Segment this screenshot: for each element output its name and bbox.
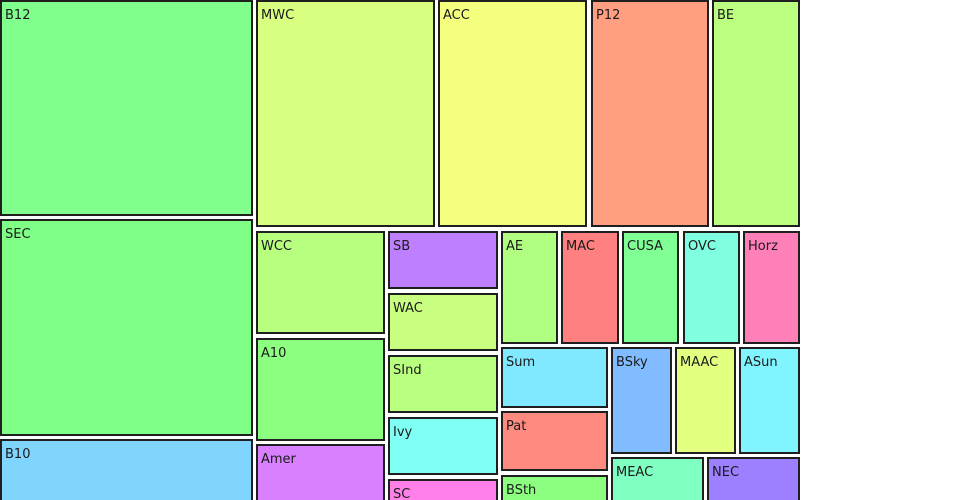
tile-rect-meac: [611, 457, 704, 500]
tile-rect-nec: [707, 457, 800, 500]
tile-label-b12: B12: [5, 8, 30, 23]
tile-rect-mwc: [256, 0, 435, 227]
tile-rect-sb: [388, 231, 498, 289]
tile-rect-ae: [501, 231, 558, 344]
tile-a10: A10: [256, 338, 385, 441]
tile-b12: B12: [0, 0, 253, 216]
tile-rect-b12: [0, 0, 253, 216]
tile-label-sind: SInd: [393, 363, 422, 378]
tile-rect-sc: [388, 479, 498, 500]
tile-label-ovc: OVC: [688, 239, 716, 254]
tile-meac: MEAC: [611, 457, 704, 500]
tile-rect-mac: [561, 231, 619, 344]
tile-pat: Pat: [501, 411, 608, 471]
tile-label-cusa: CUSA: [627, 239, 663, 254]
tile-rect-horz: [743, 231, 800, 344]
tile-be: BE: [712, 0, 800, 227]
tile-rect-bsky: [611, 347, 672, 454]
tile-rect-acc: [438, 0, 587, 227]
tile-label-bsth: BSth: [506, 483, 536, 498]
tile-rect-asun: [739, 347, 800, 454]
tile-b10: B10: [0, 439, 253, 500]
tile-ae: AE: [501, 231, 558, 344]
tile-rect-ovc: [683, 231, 740, 344]
tile-ivy: Ivy: [388, 417, 498, 475]
tile-amer: Amer: [256, 444, 385, 500]
tile-sind: SInd: [388, 355, 498, 413]
tile-wcc: WCC: [256, 231, 385, 334]
tile-rect-amer: [256, 444, 385, 500]
tile-wac: WAC: [388, 293, 498, 351]
tile-bsky: BSky: [611, 347, 672, 454]
tile-label-b10: B10: [5, 447, 30, 462]
tile-nec: NEC: [707, 457, 800, 500]
tile-rect-be: [712, 0, 800, 227]
tile-label-ivy: Ivy: [393, 425, 413, 440]
tile-label-wcc: WCC: [261, 239, 292, 254]
tile-rect-sind: [388, 355, 498, 413]
tile-rect-p12: [591, 0, 709, 227]
tile-label-sec: SEC: [5, 227, 31, 242]
tile-rect-ivy: [388, 417, 498, 475]
tile-label-acc: ACC: [443, 8, 470, 23]
tile-label-p12: P12: [596, 8, 620, 23]
tile-rect-maac: [675, 347, 736, 454]
tile-label-mwc: MWC: [261, 8, 294, 23]
tile-horz: Horz: [743, 231, 800, 344]
tile-label-nec: NEC: [712, 465, 739, 480]
treemap-svg: B12 SEC B10 MWC ACC P12 BE WCC A10 Amer SB WAC SInd I…: [0, 0, 800, 500]
tile-rect-wcc: [256, 231, 385, 334]
tile-ovc: OVC: [683, 231, 740, 344]
tile-label-sc: SC: [393, 487, 410, 500]
tile-label-wac: WAC: [393, 301, 423, 316]
tile-cusa: CUSA: [622, 231, 679, 344]
tile-label-sum: Sum: [506, 355, 535, 370]
tile-rect-b10: [0, 439, 253, 500]
tile-label-asun: ASun: [744, 355, 778, 370]
tile-sum: Sum: [501, 347, 608, 408]
tile-mwc: MWC: [256, 0, 435, 227]
tile-acc: ACC: [438, 0, 587, 227]
tile-maac: MAAC: [675, 347, 736, 454]
tile-sc: SC: [388, 479, 498, 500]
tile-label-horz: Horz: [748, 239, 778, 254]
tile-label-maac: MAAC: [680, 355, 718, 370]
tile-asun: ASun: [739, 347, 800, 454]
tile-label-bsky: BSky: [616, 355, 648, 370]
tile-rect-pat: [501, 411, 608, 471]
tile-label-ae: AE: [506, 239, 523, 254]
tile-rect-wac: [388, 293, 498, 351]
treemap-chart: B12 SEC B10 MWC ACC P12 BE WCC A10 Amer SB WAC SInd I…: [0, 0, 800, 500]
tile-mac: MAC: [561, 231, 619, 344]
tile-rect-cusa: [622, 231, 679, 344]
tile-sec: SEC: [0, 219, 253, 436]
tile-sb: SB: [388, 231, 498, 289]
tile-rect-sum: [501, 347, 608, 408]
tile-rect-sec: [0, 219, 253, 436]
tile-bsth: BSth: [501, 475, 608, 500]
tile-label-pat: Pat: [506, 419, 526, 434]
tile-label-be: BE: [717, 8, 734, 23]
tile-label-mac: MAC: [566, 239, 595, 254]
tile-label-sb: SB: [393, 239, 410, 254]
tile-label-amer: Amer: [261, 452, 297, 467]
tile-p12: P12: [591, 0, 709, 227]
tile-rect-a10: [256, 338, 385, 441]
tile-rect-bsth: [501, 475, 608, 500]
tile-label-meac: MEAC: [616, 465, 653, 480]
tile-label-a10: A10: [261, 346, 286, 361]
